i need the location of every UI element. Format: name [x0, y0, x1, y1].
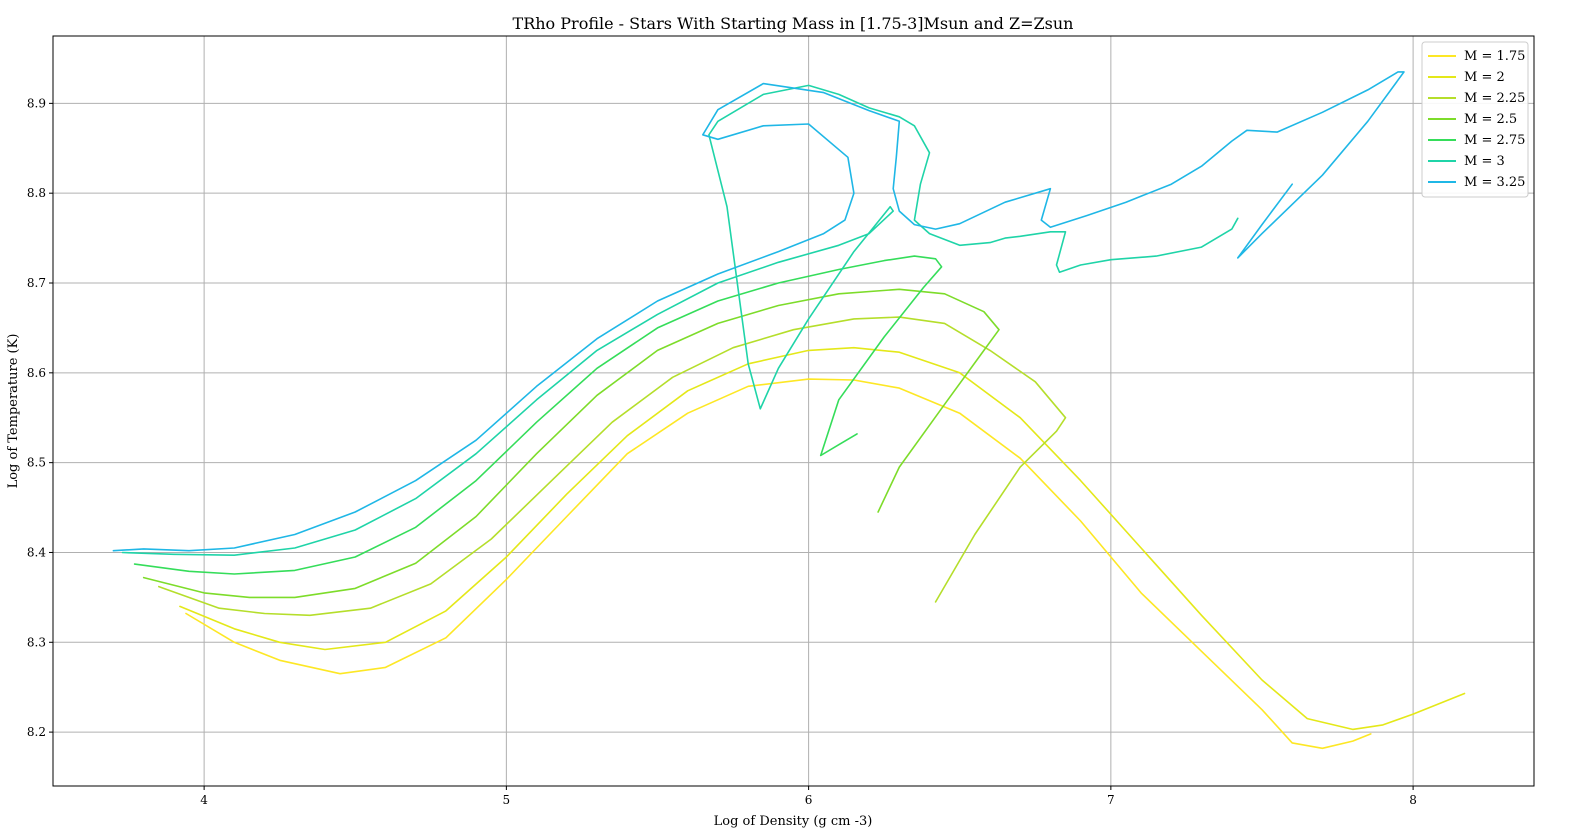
- y-tick-label: 8.6: [27, 366, 46, 380]
- y-tick-label: 8.9: [27, 96, 46, 110]
- series-layer: [112, 71, 1466, 750]
- legend-entry: M = 2.75: [1464, 133, 1525, 148]
- y-tick-label: 8.5: [27, 456, 46, 470]
- legend-entry: M = 1.75: [1464, 49, 1525, 64]
- y-tick-label: 8.2: [27, 725, 46, 739]
- x-tick-label: 5: [503, 793, 511, 807]
- y-tick-label: 8.8: [27, 186, 46, 200]
- series-line-1.75: [185, 378, 1372, 750]
- legend-entry: M = 3: [1464, 154, 1505, 169]
- x-tick-label: 6: [805, 793, 813, 807]
- legend-box: [1421, 41, 1529, 198]
- series-line-2.5: [142, 288, 1000, 599]
- chart-title: TRho Profile - Stars With Starting Mass …: [513, 14, 1074, 33]
- grid: [53, 36, 1534, 786]
- legend-entry: M = 2.25: [1464, 91, 1525, 106]
- x-tick-label: 7: [1107, 793, 1115, 807]
- plot-frame: [52, 35, 1535, 787]
- series-line-3.25: [112, 71, 1405, 552]
- x-tick-label: 8: [1409, 793, 1417, 807]
- series-line-3: [121, 84, 1239, 556]
- series-line-2: [179, 346, 1466, 731]
- y-tick-label: 8.3: [27, 635, 46, 649]
- y-axis-label: Log of Temperature (K): [6, 334, 21, 489]
- legend-entry: M = 2.5: [1464, 112, 1517, 127]
- series-line-2.25: [158, 316, 1067, 617]
- legend: M = 1.75 M = 2 M = 2.25 M = 2.5 M = 2.75 M = …: [1421, 41, 1529, 198]
- legend-entry: M = 3.25: [1464, 175, 1525, 190]
- series-line-2.75: [133, 255, 943, 575]
- y-tick-label: 8.7: [27, 276, 46, 290]
- x-tick-label: 4: [200, 793, 208, 807]
- tick-labels: 4 5 6 7 8 8.2 8.3 8.4 8.5 8.6 8.7 8.8 8.9: [27, 96, 1417, 807]
- x-axis-label: Log of Density (g cm -3): [714, 814, 873, 829]
- y-tick-label: 8.4: [27, 545, 46, 559]
- legend-entry: M = 2: [1464, 70, 1505, 85]
